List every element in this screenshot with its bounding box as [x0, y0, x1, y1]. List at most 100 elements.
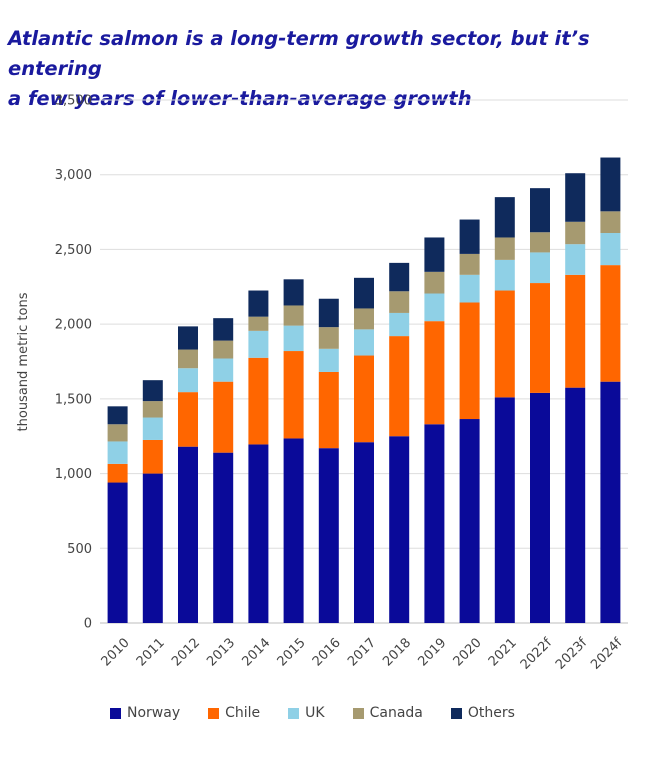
bar-segment-canada-2013	[213, 340, 234, 359]
bar-segment-norway-2020	[459, 419, 480, 623]
x-tick-label: 2024f	[588, 635, 626, 673]
bar-segment-uk-2024f	[600, 232, 621, 266]
legend-item-uk: UK	[288, 705, 325, 721]
y-axis-ticks: 0 500 1,000 1,500 2,000 2,500 3,000 3,500	[55, 94, 92, 632]
bar-segment-canada-2023f	[565, 221, 586, 245]
y-tick-label: 500	[67, 542, 92, 557]
bar-segment-norway-2023f	[565, 387, 586, 623]
bar-segment-chile-2013	[213, 381, 234, 453]
bar-segment-canada-2016	[318, 327, 339, 349]
legend-label: Canada	[369, 705, 423, 721]
legend-swatch	[288, 707, 300, 719]
bar-segment-uk-2013	[213, 358, 234, 382]
bar-segment-chile-2015	[283, 351, 304, 439]
bar-segment-chile-2010	[107, 463, 128, 483]
y-tick-label: 0	[84, 617, 92, 632]
x-tick-label: 2022f	[518, 635, 556, 673]
bar-segment-canada-2012	[178, 349, 198, 369]
x-tick-label: 2013	[204, 635, 238, 669]
bar-segment-uk-2021	[494, 259, 515, 291]
bar-segment-canada-2010	[107, 424, 128, 442]
bar-segment-uk-2010	[107, 441, 128, 464]
bar-segment-canada-2018	[389, 291, 410, 313]
bar-segment-chile-2018	[389, 336, 410, 437]
x-tick-label: 2023f	[553, 635, 591, 673]
bar-segment-chile-2024f	[600, 265, 621, 382]
legend-item-chile: Chile	[208, 705, 260, 721]
bar-segment-others-2019	[424, 237, 445, 272]
bar-segment-others-2016	[318, 298, 339, 328]
y-tick-label: 3,000	[55, 168, 92, 183]
legend-swatch	[208, 707, 220, 719]
bar-segment-chile-2017	[354, 355, 374, 443]
x-tick-label: 2011	[134, 635, 168, 669]
legend-label: UK	[305, 705, 325, 721]
bar-segment-others-2013	[213, 318, 234, 341]
bar-segment-chile-2022f	[530, 283, 550, 393]
bar-segment-canada-2011	[142, 401, 163, 418]
bar-segment-uk-2015	[283, 325, 304, 352]
bar-segment-norway-2021	[494, 397, 515, 623]
bar-segment-norway-2012	[178, 446, 198, 623]
bar-segment-chile-2016	[318, 371, 339, 449]
bar-segment-norway-2013	[213, 452, 234, 623]
bar-segment-uk-2019	[424, 293, 445, 322]
x-tick-label: 2021	[486, 635, 520, 669]
x-tick-label: 2020	[451, 635, 485, 669]
bar-segment-others-2014	[248, 290, 269, 317]
bar-segment-norway-2024f	[600, 381, 621, 623]
bar-segment-norway-2017	[354, 442, 374, 623]
bar-segment-norway-2016	[318, 448, 339, 623]
x-tick-label: 2017	[345, 635, 379, 669]
bar-segment-chile-2021	[494, 290, 515, 398]
chart-title: Atlantic salmon is a long-term growth se…	[8, 24, 638, 114]
legend-swatch	[110, 707, 121, 719]
x-axis-ticks: 2010 2011 2012 2013 2014 2015 2016 2017 2018 2019…	[99, 635, 626, 673]
y-tick-label: 3,500	[55, 94, 92, 109]
bar-segment-chile-2012	[178, 392, 198, 447]
bar-segment-canada-2020	[459, 253, 480, 275]
bar-segment-uk-2017	[354, 329, 374, 356]
y-tick-label: 2,500	[55, 243, 92, 258]
bar-segment-others-2012	[178, 326, 198, 350]
bar-segment-others-2018	[389, 262, 410, 292]
x-tick-label: 2014	[239, 635, 273, 669]
bar-segment-chile-2014	[248, 357, 269, 445]
bar-segment-others-2022f	[530, 188, 550, 233]
bar-segment-chile-2023f	[565, 274, 586, 388]
legend-swatch	[352, 707, 364, 719]
bar-segment-chile-2019	[424, 321, 445, 425]
x-tick-label: 2015	[275, 635, 309, 669]
bar-segment-canada-2014	[248, 316, 269, 331]
x-tick-label: 2016	[310, 635, 344, 669]
y-axis-label: thousand metric tons	[16, 292, 31, 431]
bar-segment-uk-2016	[318, 348, 339, 372]
bar-segment-others-2017	[354, 277, 374, 309]
legend-label: Others	[467, 705, 515, 721]
chart-title-line-2: a few years of lower-than-average growth	[8, 87, 472, 110]
bar-segment-uk-2011	[142, 417, 163, 440]
bar-segment-uk-2012	[178, 368, 198, 393]
bar-segment-others-2015	[283, 279, 304, 306]
bar-segment-canada-2022f	[530, 232, 550, 253]
bar-segment-norway-2015	[283, 438, 304, 623]
bar-segment-norway-2022f	[530, 392, 550, 623]
bar-segment-others-2023f	[565, 173, 586, 222]
legend-item-norway: Norway	[110, 705, 180, 721]
bar-segment-canada-2015	[283, 305, 304, 326]
bar-segment-others-2021	[494, 197, 515, 238]
bar-segment-norway-2014	[248, 444, 269, 623]
bar-segment-canada-2017	[354, 308, 374, 330]
bar-segment-others-2011	[142, 380, 163, 402]
bar-segment-chile-2020	[459, 302, 480, 420]
bar-segment-chile-2011	[142, 439, 163, 474]
bar-segment-norway-2018	[389, 436, 410, 623]
bar-segment-others-2020	[459, 219, 480, 254]
y-tick-label: 1,000	[55, 467, 92, 482]
bar-segment-norway-2019	[424, 424, 445, 623]
bar-segment-norway-2010	[107, 482, 128, 623]
y-tick-label: 2,000	[55, 318, 92, 333]
bar-segment-canada-2021	[494, 237, 515, 260]
legend-swatch	[450, 707, 462, 719]
